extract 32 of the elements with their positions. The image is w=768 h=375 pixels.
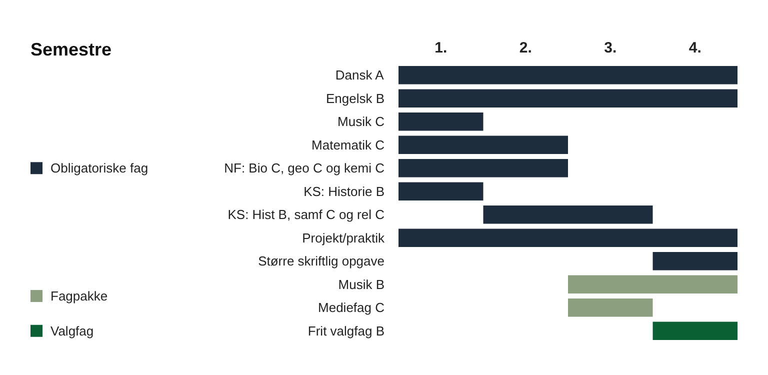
y-tick-label: Musik C (338, 114, 385, 130)
bar (398, 182, 484, 200)
legend-label: Valgfag (50, 323, 94, 338)
y-tick-label: Mediefag C (318, 300, 385, 316)
y-tick-label: Matematik C (312, 137, 385, 152)
y-tick-label: Musik B (338, 276, 385, 292)
bar (568, 298, 653, 317)
y-tick-label: Projekt/praktik (302, 230, 385, 246)
x-tick-label: 1. (434, 40, 448, 56)
bar (398, 228, 738, 247)
y-tick-label: NF: Bio C, geo C og kemi C (224, 160, 385, 176)
legend-label: Fagpakke (50, 288, 108, 304)
x-tick-label: 2. (519, 40, 532, 56)
text: Semestre (30, 40, 112, 60)
bar (483, 206, 653, 224)
bar (398, 89, 738, 108)
y-tick-label: Større skriftlig opgave (258, 254, 385, 269)
x-tick-label: 4. (688, 40, 702, 56)
bar (398, 66, 738, 84)
bar (398, 112, 484, 131)
y-tick-label: Dansk A (335, 68, 384, 83)
bar (398, 136, 568, 154)
y-tick-label: Engelsk B (326, 90, 385, 106)
x-tick-label: 3. (604, 40, 617, 56)
bar (398, 159, 568, 178)
legend-label: Obligatoriske fag (50, 160, 148, 176)
y-tick-label: KS: Historie B (304, 184, 385, 199)
bar (568, 275, 738, 294)
bar (652, 322, 738, 340)
bar (652, 252, 738, 270)
y-tick-label: KS: Hist B, samf C og rel C (228, 207, 385, 222)
y-tick-label: Frit valgfag B (308, 323, 385, 338)
